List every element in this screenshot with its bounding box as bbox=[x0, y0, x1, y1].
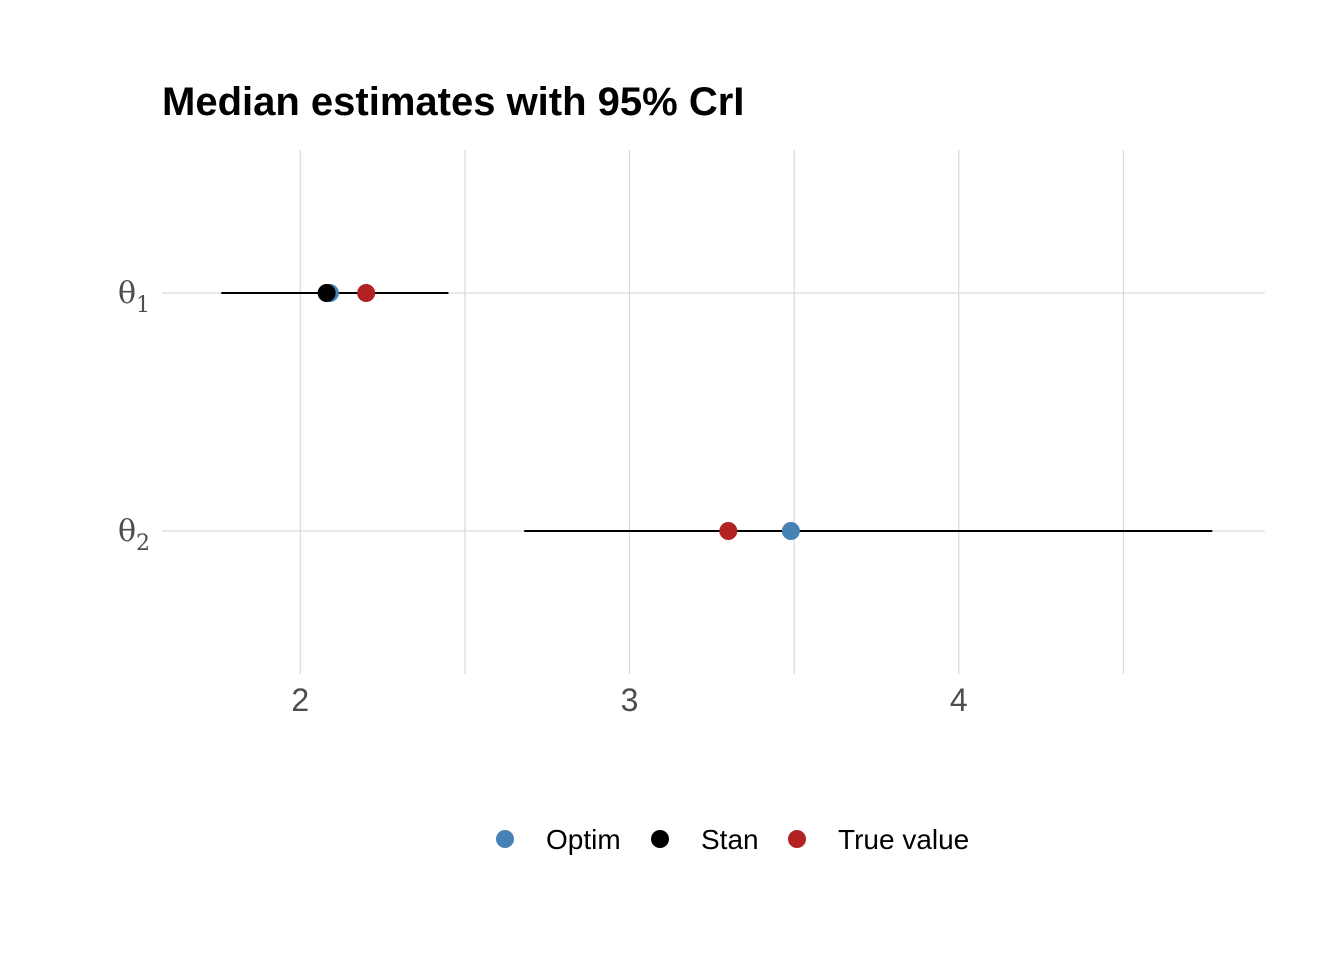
x-tick-label: 3 bbox=[621, 682, 639, 718]
grid bbox=[162, 150, 1265, 674]
true-value-point bbox=[719, 522, 738, 540]
x-axis-ticks: 2 3 4 bbox=[291, 682, 967, 718]
y-tick-subscript: 1 bbox=[136, 293, 150, 318]
y-tick-symbol: θ bbox=[118, 514, 136, 549]
stan-point bbox=[317, 284, 336, 302]
legend-key-optim bbox=[496, 830, 514, 848]
y-tick-symbol: θ bbox=[118, 276, 136, 311]
true-value-point bbox=[357, 284, 376, 302]
x-tick-label: 4 bbox=[950, 682, 968, 718]
x-tick-label: 2 bbox=[291, 682, 309, 718]
y-tick-label: θ2 bbox=[118, 514, 150, 556]
legend-key-stan bbox=[651, 830, 669, 848]
legend-label-stan: Stan bbox=[701, 824, 759, 855]
legend: Optim Stan True value bbox=[496, 824, 969, 855]
chart-title: Median estimates with 95% CrI bbox=[162, 80, 744, 124]
y-tick-subscript: 2 bbox=[136, 531, 150, 556]
credible-intervals bbox=[221, 292, 1213, 532]
optim-point bbox=[781, 522, 800, 540]
legend-label-true-value: True value bbox=[838, 824, 969, 855]
legend-label-optim: Optim bbox=[546, 824, 621, 855]
y-tick-label: θ1 bbox=[118, 276, 150, 318]
legend-key-true-value bbox=[788, 830, 806, 848]
data-points bbox=[317, 284, 800, 540]
